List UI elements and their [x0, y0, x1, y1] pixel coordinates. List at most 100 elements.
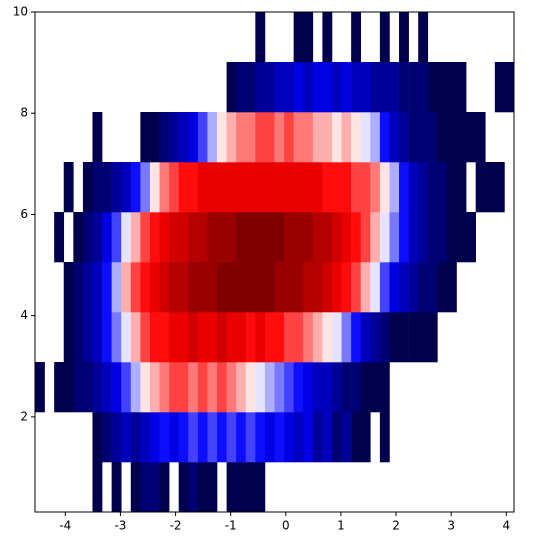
hist-cell [130, 212, 141, 263]
hist-cell [389, 162, 400, 213]
hist-cell [379, 312, 390, 363]
hist-cell [82, 262, 93, 313]
y-tick-label: 10 [13, 5, 28, 19]
hist-cell [188, 462, 199, 513]
x-tick-label: 4 [502, 519, 510, 533]
hist-cell [399, 312, 409, 363]
hist-cell [92, 312, 103, 363]
hist-cell [418, 12, 429, 63]
hist-cell [111, 412, 122, 463]
hist-cell [73, 212, 84, 263]
hist-cell [312, 262, 323, 313]
hist-cell [140, 212, 151, 263]
hist-cell [149, 212, 160, 263]
hist-cell [264, 412, 275, 463]
hist-cell [188, 112, 199, 163]
hist-cell [217, 312, 227, 363]
hist-cell [446, 112, 457, 163]
hist-cell [245, 462, 256, 513]
hist-cell [360, 62, 371, 113]
hist-cell [370, 112, 381, 163]
hist-cell [274, 362, 285, 413]
hist-cell [389, 312, 400, 363]
hist-cell [437, 262, 448, 313]
hist-cell [370, 312, 381, 363]
hist-cell [149, 312, 160, 363]
hist-cell [293, 312, 304, 363]
hist-cell [207, 412, 218, 463]
hist-cell [264, 112, 275, 163]
hist-cell [178, 162, 189, 213]
hist-cell [418, 262, 429, 313]
hist-cell [379, 212, 390, 263]
hist-cell [130, 412, 141, 463]
hist-cell [197, 412, 208, 463]
hist-cell [236, 312, 247, 363]
hist-cell [140, 262, 151, 313]
hist-cell [399, 112, 409, 163]
hist-cell [456, 62, 467, 113]
y-tick-label: 4 [20, 308, 28, 322]
hist-cell [399, 62, 409, 113]
hist-cell [159, 412, 170, 463]
hist-cell [35, 362, 45, 413]
hist-cell [236, 162, 247, 213]
hist-cell [226, 62, 237, 113]
hist-cell [264, 362, 275, 413]
hist-cell [121, 212, 132, 263]
x-tick-label: 1 [337, 519, 345, 533]
hist-cell [54, 362, 65, 413]
hist-cell [408, 162, 419, 213]
hist-cell [169, 262, 179, 313]
hist-cell [399, 162, 409, 213]
hist-cell [303, 312, 314, 363]
hist-cell [102, 162, 112, 213]
y-tick-label: 6 [20, 207, 28, 221]
hist-cell [121, 312, 132, 363]
hist-cell [341, 62, 352, 113]
x-tick-label: -4 [59, 519, 71, 533]
hist-cell [293, 12, 304, 63]
hist-cell [303, 12, 314, 63]
hist-cell [322, 212, 333, 263]
hist-cell [149, 112, 160, 163]
hist-cell [312, 362, 323, 413]
hist-cell [245, 312, 256, 363]
hist-cell [351, 12, 362, 63]
hist-cell [197, 312, 208, 363]
hist-cell [303, 412, 314, 463]
hist-cell [245, 362, 256, 413]
hist-cell [446, 262, 457, 313]
hist-cell [159, 262, 170, 313]
hist-cell [207, 312, 218, 363]
hist-cell [274, 212, 285, 263]
hist-cell [159, 162, 170, 213]
hist-cell [121, 162, 132, 213]
hist-cell [274, 62, 285, 113]
hist-cell [149, 362, 160, 413]
hist-cell [255, 412, 266, 463]
hist-cell [255, 62, 266, 113]
hist-cell [360, 112, 371, 163]
hist-cell [92, 212, 103, 263]
hist-cell [427, 62, 438, 113]
hist-cell [255, 112, 266, 163]
hist-cell [82, 312, 93, 363]
hist-cell [207, 262, 218, 313]
hist-cell [331, 112, 342, 163]
hist-cell [360, 362, 371, 413]
hist-cell [303, 162, 314, 213]
hist-cell [207, 162, 218, 213]
hist-cell [351, 412, 362, 463]
hist-cell [293, 412, 304, 463]
hist-cell [341, 412, 352, 463]
hist-cell [264, 262, 275, 313]
hist-cell [351, 162, 362, 213]
hist-cell [207, 362, 218, 413]
hist-cell [485, 162, 496, 213]
hist-cell [303, 62, 314, 113]
hist-cell [102, 212, 112, 263]
hist-cell [159, 462, 170, 513]
hist-cell [408, 62, 419, 113]
hist-cell [236, 262, 247, 313]
